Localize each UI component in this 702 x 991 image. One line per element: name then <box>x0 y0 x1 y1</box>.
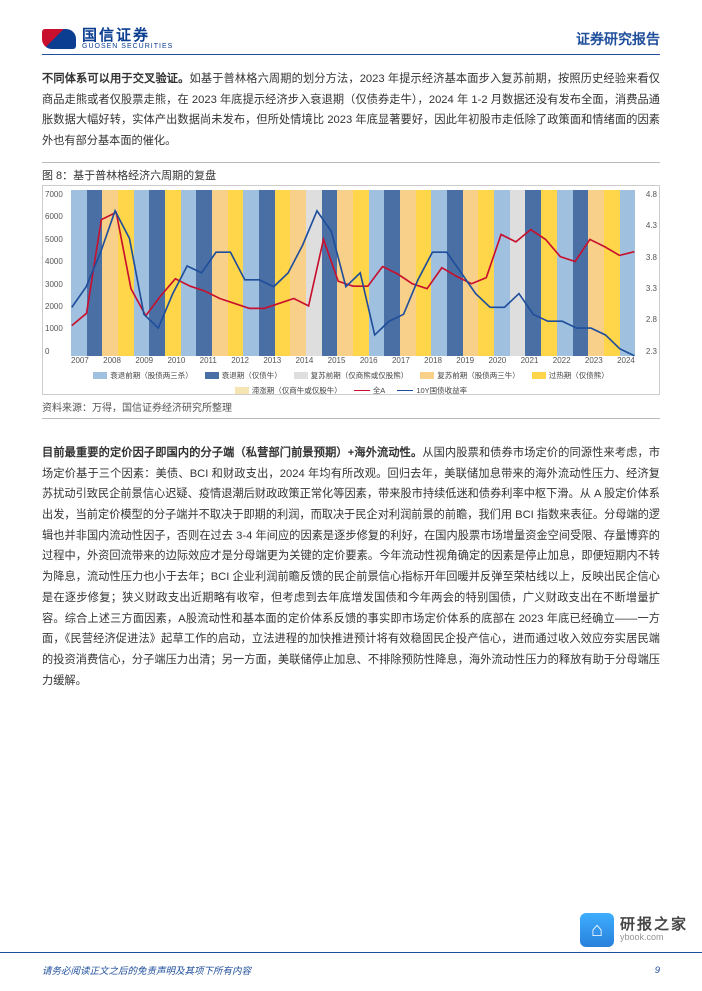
series-all-a <box>72 212 635 325</box>
x-tick: 2016 <box>360 356 378 368</box>
legend-swatch-icon <box>532 372 546 379</box>
legend-item: 过热期（仅债熊） <box>532 370 609 381</box>
x-tick: 2015 <box>328 356 346 368</box>
x-tick: 2022 <box>553 356 571 368</box>
report-title: 证券研究报告 <box>576 29 660 49</box>
watermark-en: ybook.com <box>620 933 688 943</box>
legend-label: 滞涨期（仅商牛或仅股牛） <box>252 385 342 395</box>
series-10y-yield <box>72 211 635 356</box>
legend-label: 衰退期（仅债牛） <box>222 370 282 381</box>
watermark: ⌂ 研报之家 ybook.com <box>580 913 688 947</box>
y-tick-right: 4.3 <box>646 221 657 230</box>
x-tick: 2013 <box>263 356 281 368</box>
legend-item: 全A <box>354 385 386 395</box>
footer-disclaimer: 请务必阅读正文之后的免责声明及其项下所有内容 <box>42 963 251 977</box>
y-tick-left: 0 <box>45 347 63 356</box>
x-tick: 2019 <box>456 356 474 368</box>
y-tick-left: 4000 <box>45 257 63 266</box>
x-tick: 2008 <box>103 356 121 368</box>
para2-body: 从国内股票和债券市场定价的同源性来考虑，市场定价基于三个因素：美债、BCI 和财… <box>42 447 660 687</box>
y-tick-left: 5000 <box>45 235 63 244</box>
legend-item: 衰退前期（股债两三杀） <box>93 370 193 381</box>
y-tick-left: 7000 <box>45 190 63 199</box>
watermark-icon: ⌂ <box>580 913 614 947</box>
y-tick-right: 4.8 <box>646 190 657 199</box>
page-footer: 请务必阅读正文之后的免责声明及其项下所有内容 9 <box>0 952 702 991</box>
x-tick: 2021 <box>521 356 539 368</box>
y-tick-left: 2000 <box>45 302 63 311</box>
logo-mark-icon <box>42 29 76 49</box>
y-tick-left: 1000 <box>45 324 63 333</box>
legend-swatch-icon <box>294 372 308 379</box>
para1-lead: 不同体系可以用于交叉验证。 <box>42 73 190 85</box>
legend-label: 过热期（仅债熊） <box>549 370 609 381</box>
legend-line-icon <box>354 390 370 391</box>
logo-en: GUOSEN SECURITIES <box>82 43 173 50</box>
legend-item: 10Y国债收益率 <box>397 385 467 395</box>
y-tick-left: 6000 <box>45 212 63 221</box>
x-tick: 2023 <box>585 356 603 368</box>
pringle-cycle-chart: 7000 6000 5000 4000 3000 2000 1000 0 4.8 4.3 3.8 3… <box>42 185 660 395</box>
figure-source: 资料来源：万得，国信证券经济研究所整理 <box>42 399 660 419</box>
legend-item: 衰退期（仅债牛） <box>205 370 282 381</box>
x-tick: 2024 <box>617 356 635 368</box>
x-tick: 2014 <box>296 356 314 368</box>
figure-caption: 图 8：基于普林格经济六周期的复盘 <box>42 162 660 183</box>
legend-item: 滞涨期（仅商牛或仅股牛） <box>235 385 342 395</box>
legend-label: 全A <box>373 385 386 395</box>
x-tick: 2007 <box>71 356 89 368</box>
x-tick: 2017 <box>392 356 410 368</box>
legend-item: 复苏前期（股债两三牛） <box>420 370 520 381</box>
paragraph-1: 不同体系可以用于交叉验证。如基于普林格六周期的划分方法，2023 年提示经济基本… <box>42 69 660 152</box>
x-tick: 2012 <box>231 356 249 368</box>
paragraph-2: 目前最重要的定价因子即国内的分子端（私营部门前景预期）+海外流动性。从国内股票和… <box>42 443 660 692</box>
x-tick: 2020 <box>488 356 506 368</box>
legend-label: 复苏前期（股债两三牛） <box>437 370 520 381</box>
logo: 国信证券 GUOSEN SECURITIES <box>42 28 173 50</box>
legend-item: 复苏前期（仅商熊或仅股熊） <box>294 370 409 381</box>
y-tick-right: 2.3 <box>646 347 657 356</box>
x-tick: 2011 <box>200 356 217 368</box>
logo-zh: 国信证券 <box>82 28 173 43</box>
legend-swatch-icon <box>93 372 107 379</box>
legend-swatch-icon <box>205 372 219 379</box>
y-tick-right: 3.3 <box>646 284 657 293</box>
legend-label: 10Y国债收益率 <box>416 385 467 395</box>
legend-label: 复苏前期（仅商熊或仅股熊） <box>311 370 409 381</box>
legend-swatch-icon <box>420 372 434 379</box>
legend-line-icon <box>397 390 413 391</box>
page-header: 国信证券 GUOSEN SECURITIES 证券研究报告 <box>42 28 660 55</box>
legend-swatch-icon <box>235 387 249 394</box>
y-tick-left: 3000 <box>45 280 63 289</box>
footer-page-number: 9 <box>655 965 660 976</box>
watermark-zh: 研报之家 <box>620 917 688 934</box>
x-tick: 2009 <box>135 356 153 368</box>
para2-lead: 目前最重要的定价因子即国内的分子端（私营部门前景预期）+海外流动性。 <box>42 447 422 459</box>
x-tick: 2010 <box>167 356 185 368</box>
legend-label: 衰退前期（股债两三杀） <box>110 370 193 381</box>
y-tick-right: 2.8 <box>646 315 657 324</box>
x-tick: 2018 <box>424 356 442 368</box>
y-tick-right: 3.8 <box>646 253 657 262</box>
